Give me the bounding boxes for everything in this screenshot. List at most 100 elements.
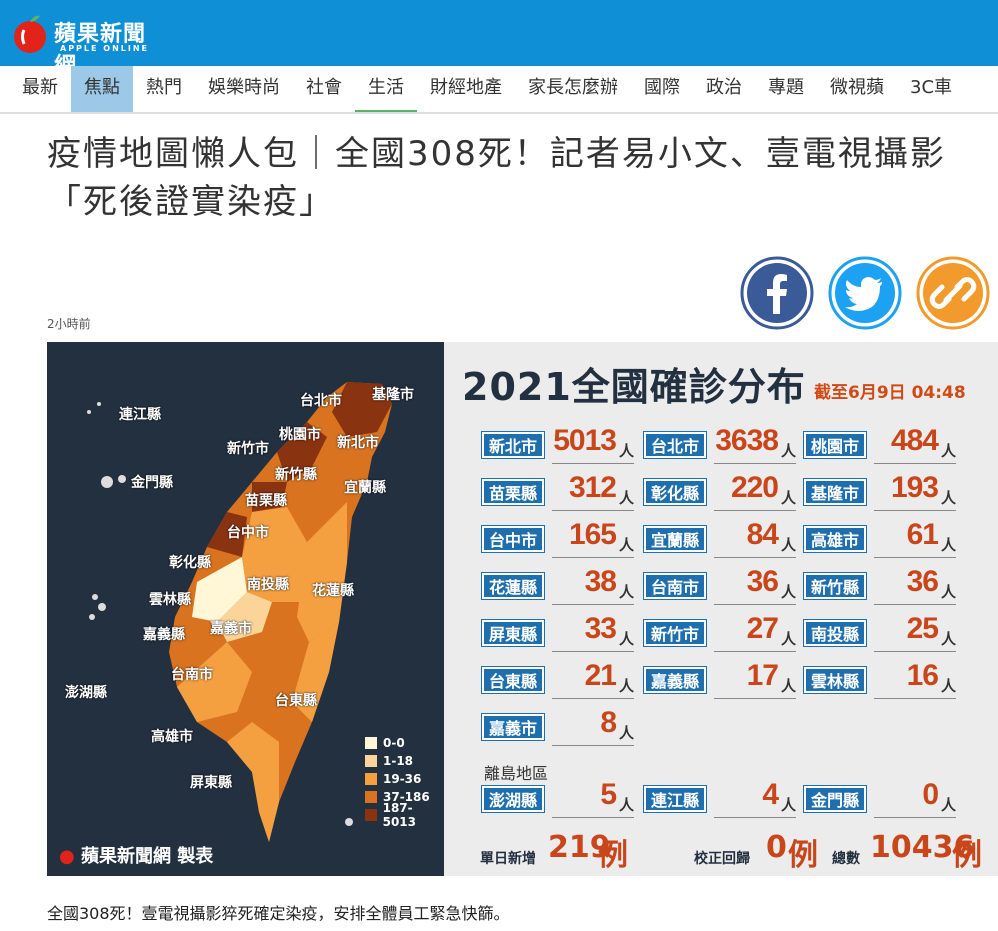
county-stat: 基隆市 193 人 bbox=[804, 471, 956, 511]
nav-item[interactable]: 國際 bbox=[644, 77, 680, 98]
publish-time: 2小時前 bbox=[47, 317, 91, 331]
map-region-label: 澎湖縣 bbox=[65, 685, 107, 701]
underline bbox=[552, 510, 634, 511]
underline bbox=[714, 604, 796, 605]
nav-item[interactable]: 熱門 bbox=[146, 77, 182, 98]
county-unit: 人 bbox=[618, 489, 634, 507]
underline bbox=[874, 463, 956, 464]
legend-item: 0-0 bbox=[365, 734, 444, 752]
county-unit: 人 bbox=[618, 536, 634, 554]
county-name: 花蓮縣 bbox=[482, 573, 545, 599]
nav-item[interactable]: 社會 bbox=[306, 77, 342, 98]
taiwan-map-shape bbox=[87, 382, 392, 842]
island-unit: 人 bbox=[940, 796, 956, 814]
map-region-label: 雲林縣 bbox=[149, 592, 191, 608]
county-name: 嘉義市 bbox=[482, 714, 545, 740]
county-count: 36 bbox=[906, 565, 939, 598]
county-stat: 南投縣 25 人 bbox=[804, 612, 956, 652]
legend-item: 19-36 bbox=[365, 770, 444, 788]
taiwan-map: 台北市 基隆市 連江縣 桃園市 新竹市 新北市 新竹縣 金門縣 宜蘭縣 苗栗縣 台中市 彰化縣 南投縣 花… bbox=[47, 342, 444, 876]
share-link-button[interactable] bbox=[916, 256, 990, 330]
county-unit: 人 bbox=[940, 677, 956, 695]
legend-label: 1-18 bbox=[383, 754, 414, 768]
article-headline: 疫情地圖懶人包｜全國308死！記者易小文、壹電視攝影「死後證實染疫」 bbox=[47, 134, 946, 222]
correction-unit: 例 bbox=[788, 838, 818, 873]
county-name: 苗栗縣 bbox=[482, 479, 545, 505]
nav-item[interactable]: 家長怎麼辦 bbox=[528, 77, 618, 98]
site-name: 蘋果新聞網 bbox=[54, 22, 147, 79]
map-region-label: 苗栗縣 bbox=[245, 493, 287, 509]
infographic-title: 2021全國確診分布 bbox=[462, 365, 806, 409]
island-name: 金門縣 bbox=[804, 786, 867, 812]
county-stat: 苗栗縣 312 人 bbox=[482, 471, 634, 511]
legend-label: 187-5013 bbox=[382, 801, 417, 829]
nav-item[interactable]: 生活 bbox=[355, 66, 417, 112]
total-value: 10436 bbox=[870, 830, 975, 865]
county-count: 220 bbox=[730, 471, 779, 504]
island-unit: 人 bbox=[618, 796, 634, 814]
county-count: 84 bbox=[746, 518, 779, 551]
nav-item[interactable]: 微視蘋 bbox=[830, 77, 884, 98]
nav-item[interactable]: 3C車 bbox=[910, 77, 953, 98]
county-count: 61 bbox=[906, 518, 939, 551]
county-unit: 人 bbox=[780, 442, 796, 460]
map-region-label: 南投縣 bbox=[247, 577, 289, 593]
county-count: 8 bbox=[600, 706, 617, 739]
share-twitter-button[interactable] bbox=[828, 256, 902, 330]
underline bbox=[874, 557, 956, 558]
county-name: 台東縣 bbox=[482, 667, 545, 693]
underline bbox=[874, 604, 956, 605]
county-stat: 高雄市 61 人 bbox=[804, 518, 956, 558]
county-count: 27 bbox=[746, 612, 779, 645]
nav-item[interactable]: 娛樂時尚 bbox=[208, 77, 280, 98]
underline bbox=[874, 698, 956, 699]
map-region-label: 宜蘭縣 bbox=[344, 480, 386, 496]
legend-item: 37-186 bbox=[365, 788, 444, 806]
map-region-label: 台南市 bbox=[171, 667, 213, 683]
island-section-label: 離島地區 bbox=[484, 764, 549, 783]
map-region-label: 台東縣 bbox=[275, 693, 317, 709]
county-name: 屏東縣 bbox=[482, 620, 545, 646]
county-stat: 宜蘭縣 84 人 bbox=[644, 518, 796, 558]
map-legend: 0-0 1-18 19-36 37-186 187-5013 bbox=[365, 734, 444, 829]
county-count: 17 bbox=[746, 659, 779, 692]
county-unit: 人 bbox=[940, 630, 956, 648]
legend-label: 0-0 bbox=[383, 736, 405, 750]
nav-item[interactable]: 專題 bbox=[768, 77, 804, 98]
county-stat: 新竹市 27 人 bbox=[644, 612, 796, 652]
site-logo[interactable]: 蘋果新聞網 APPLE ONLINE bbox=[8, 8, 168, 79]
underline bbox=[874, 651, 956, 652]
county-stat: 台中市 165 人 bbox=[482, 518, 634, 558]
county-count: 36 bbox=[746, 565, 779, 598]
county-stat: 新竹縣 36 人 bbox=[804, 565, 956, 605]
county-count: 16 bbox=[906, 659, 939, 692]
daily-label: 單日新增 bbox=[480, 851, 536, 867]
legend-swatch bbox=[365, 809, 377, 821]
island-name: 連江縣 bbox=[644, 786, 707, 812]
nav-item[interactable]: 政治 bbox=[706, 77, 742, 98]
county-count: 193 bbox=[890, 471, 939, 504]
county-count: 3638 bbox=[715, 424, 779, 457]
summary-stats: 單日新增 219 例 校正回歸 0 例 總數 10436 例 bbox=[480, 830, 982, 873]
nav-item[interactable]: 財經地產 bbox=[430, 77, 502, 98]
legend-item: 1-18 bbox=[365, 752, 444, 770]
county-count: 484 bbox=[890, 424, 939, 457]
underline bbox=[874, 510, 956, 511]
county-stat: 彰化縣 220 人 bbox=[644, 471, 796, 511]
island-stat: 金門縣 0 人 bbox=[804, 778, 956, 818]
legend-item: 187-5013 bbox=[365, 801, 444, 829]
site-subtitle: APPLE ONLINE bbox=[60, 44, 149, 53]
nav-item[interactable]: 最新 bbox=[22, 77, 58, 98]
county-unit: 人 bbox=[618, 583, 634, 601]
county-unit: 人 bbox=[618, 442, 634, 460]
underline bbox=[714, 510, 796, 511]
nav-item[interactable]: 焦點 bbox=[71, 66, 133, 112]
island-stat: 澎湖縣 5 人 bbox=[482, 778, 634, 818]
infographic-credit: ● 蘋果新聞網 製表 bbox=[59, 846, 214, 867]
correction-label: 校正回歸 bbox=[694, 851, 750, 867]
share-facebook-button[interactable] bbox=[740, 256, 814, 330]
island-stat: 連江縣 4 人 bbox=[644, 778, 796, 818]
underline bbox=[552, 817, 634, 818]
county-stat: 雲林縣 16 人 bbox=[804, 659, 956, 699]
underline bbox=[552, 651, 634, 652]
